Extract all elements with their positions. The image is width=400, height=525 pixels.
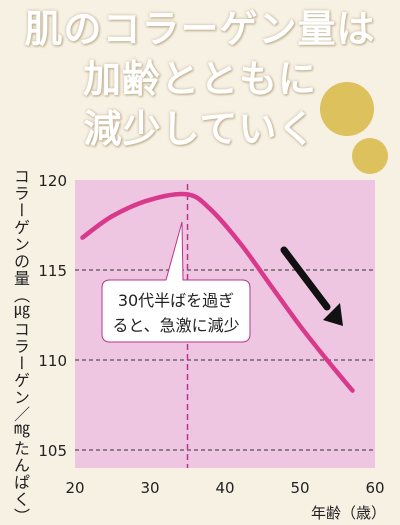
title-line-1: 肌のコラーゲン量は	[24, 7, 376, 51]
y-tick-110: 110	[38, 352, 67, 370]
collagen-series-line	[80, 191, 355, 393]
x-tick-30: 30	[140, 479, 159, 497]
x-tick-20: 20	[65, 479, 84, 497]
down-arrow-icon	[280, 246, 343, 326]
title-line-2: 加齢とともに	[82, 57, 317, 101]
decor-dot-medium	[352, 138, 388, 174]
annotation-line-2: ると、急激に減少	[112, 316, 239, 335]
annotation-line-1: 30代半ばを過ぎ	[118, 291, 234, 310]
x-tick-labels: 20 30 40 50 60	[65, 479, 384, 497]
x-tick-60: 60	[365, 479, 384, 497]
decor-dot-large	[320, 82, 374, 136]
y-axis-label: コラーゲンの量（㎍コラーゲン／㎎たんぱく）	[11, 168, 30, 525]
x-axis-label: 年齢（歳）	[310, 504, 386, 522]
y-tick-labels: 105 110 115 120	[38, 172, 67, 460]
x-tick-50: 50	[290, 479, 309, 497]
x-tick-40: 40	[215, 479, 234, 497]
y-tick-120: 120	[38, 172, 67, 190]
annotation-callout: 30代半ばを過ぎ ると、急激に減少	[101, 221, 251, 343]
grid-lines	[75, 269, 375, 451]
y-tick-105: 105	[38, 442, 67, 460]
y-tick-115: 115	[38, 262, 67, 280]
title-line-3: 減少していく	[83, 107, 317, 151]
page-title: 肌のコラーゲン量は 加齢とともに 減少していく	[0, 4, 400, 154]
